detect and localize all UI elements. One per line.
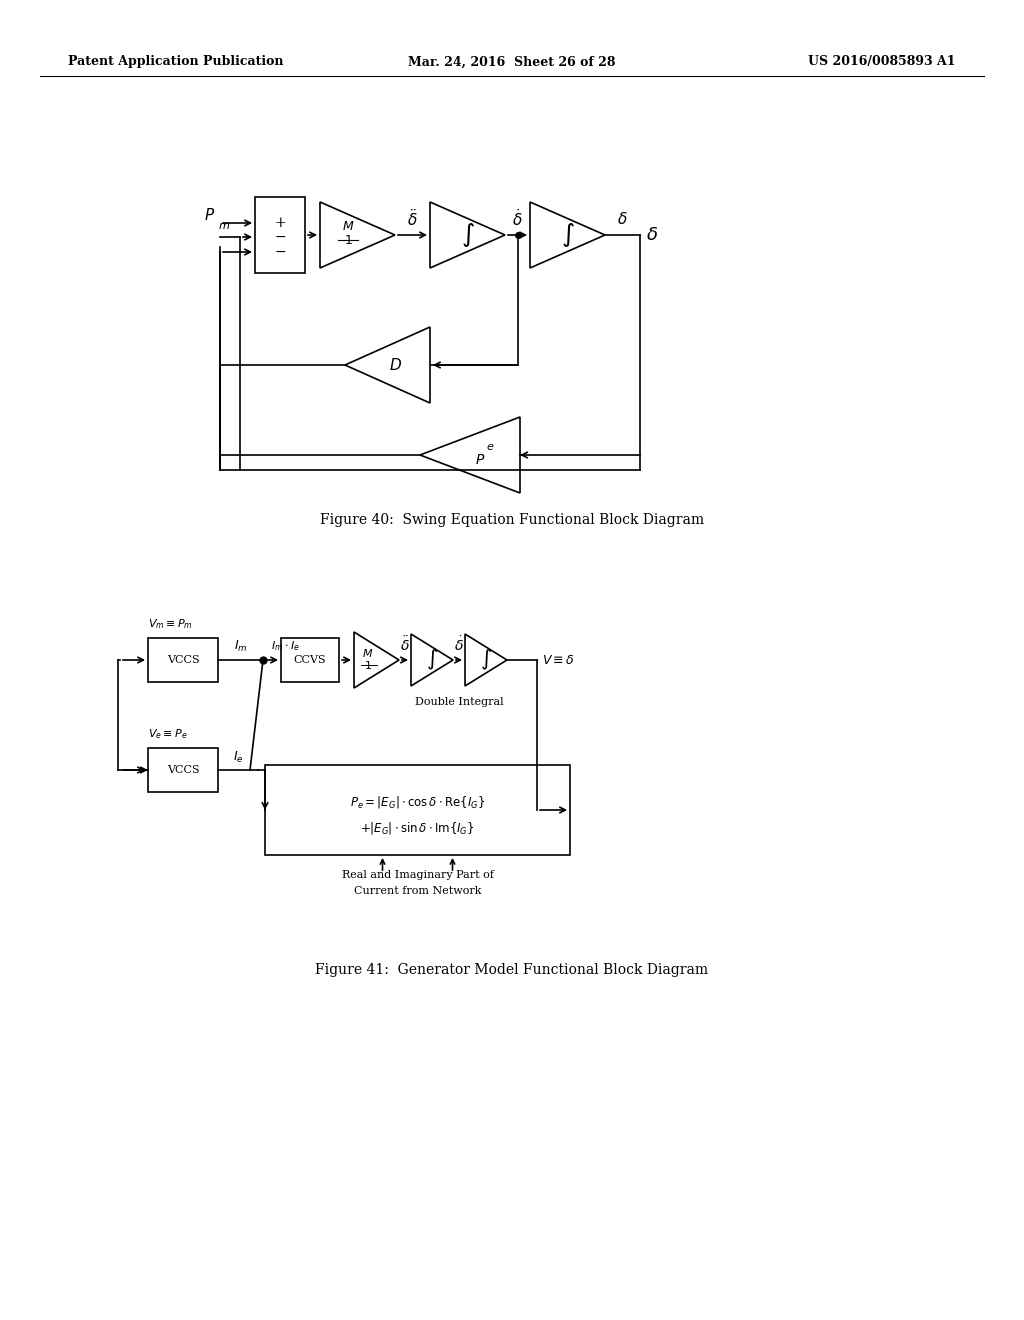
Text: $D$: $D$ (389, 356, 402, 374)
Text: VCCS: VCCS (167, 655, 200, 665)
Text: US 2016/0085893 A1: US 2016/0085893 A1 (809, 55, 956, 69)
Text: $M$: $M$ (342, 220, 354, 234)
Text: $P_e = |E_G| \cdot \cos\delta \cdot \mathrm{Re}\{I_G\}$: $P_e = |E_G| \cdot \cos\delta \cdot \mat… (350, 795, 485, 810)
Bar (148, 748, 218, 792)
Text: $+|E_G| \cdot \sin\delta \cdot \mathrm{Im}\{I_G\}$: $+|E_G| \cdot \sin\delta \cdot \mathrm{I… (360, 820, 475, 836)
Text: $M$: $M$ (362, 647, 374, 659)
Text: Figure 40:  Swing Equation Functional Block Diagram: Figure 40: Swing Equation Functional Blo… (319, 513, 705, 527)
Text: $e$: $e$ (485, 442, 495, 451)
Text: Real and Imaginary Part of: Real and Imaginary Part of (342, 870, 494, 880)
Text: $I_m$: $I_m$ (233, 639, 248, 653)
Text: +: + (274, 216, 286, 230)
Text: $\delta$: $\delta$ (646, 226, 658, 244)
Text: Mar. 24, 2016  Sheet 26 of 28: Mar. 24, 2016 Sheet 26 of 28 (409, 55, 615, 69)
Text: $V \equiv \delta$: $V \equiv \delta$ (542, 653, 574, 667)
Text: Current from Network: Current from Network (353, 886, 481, 896)
Text: $\dot{\delta}$: $\dot{\delta}$ (512, 209, 523, 230)
Bar (148, 638, 218, 682)
Bar (265, 766, 570, 855)
Text: VCCS: VCCS (167, 766, 200, 775)
Text: $\int$: $\int$ (560, 220, 574, 249)
Text: $1$: $1$ (364, 659, 372, 671)
Text: $\int$: $\int$ (426, 648, 438, 672)
Text: $1$: $1$ (344, 234, 352, 247)
Text: $\int$: $\int$ (461, 220, 474, 249)
Text: $V_e \equiv P_e$: $V_e \equiv P_e$ (148, 727, 187, 741)
Text: $V_m \equiv P_m$: $V_m \equiv P_m$ (148, 618, 193, 631)
Text: $P$: $P$ (204, 207, 215, 223)
Text: $\ddot{\delta}$: $\ddot{\delta}$ (408, 209, 418, 230)
Text: −: − (274, 246, 286, 259)
Text: $P$: $P$ (475, 453, 485, 467)
Text: $m$: $m$ (218, 220, 230, 231)
Bar (281, 638, 339, 682)
Text: $\dot{\delta}$: $\dot{\delta}$ (454, 636, 464, 655)
Text: $\int$: $\int$ (480, 648, 492, 672)
Text: CCVS: CCVS (294, 655, 327, 665)
Text: −: − (274, 230, 286, 244)
Text: $I_e$: $I_e$ (232, 750, 244, 764)
Text: $I_m \cdot I_e$: $I_m \cdot I_e$ (271, 639, 300, 653)
Text: $\ddot{\delta}$: $\ddot{\delta}$ (400, 636, 410, 655)
Text: Double Integral: Double Integral (415, 697, 504, 708)
Text: Figure 41:  Generator Model Functional Block Diagram: Figure 41: Generator Model Functional Bl… (315, 964, 709, 977)
Bar (255, 197, 305, 273)
Text: Patent Application Publication: Patent Application Publication (68, 55, 284, 69)
Text: $\delta$: $\delta$ (617, 211, 628, 227)
